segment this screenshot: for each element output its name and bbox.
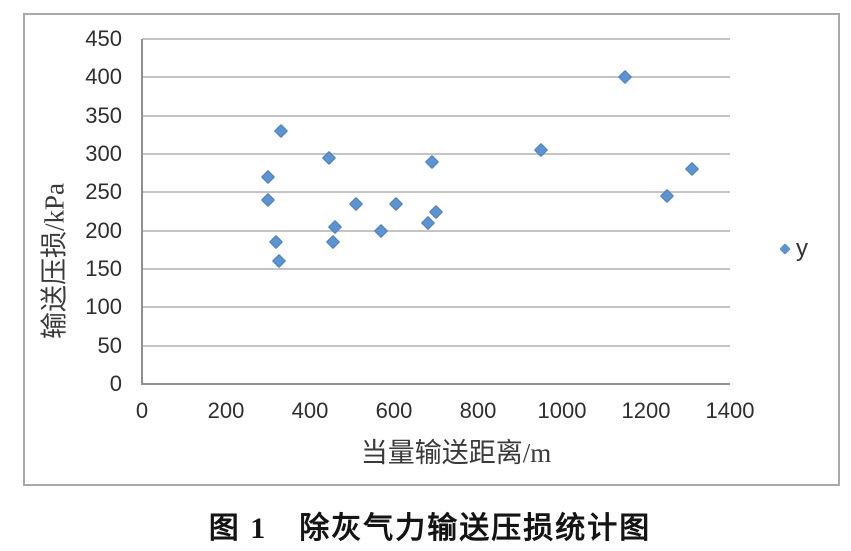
gridline [142,306,730,309]
y-tick-label: 300 [85,141,122,166]
data-point-diamond [269,235,284,250]
x-tick-label: 800 [459,398,497,423]
y-tick-label: 350 [85,102,122,128]
gridline [142,229,730,232]
y-tick-label: 50 [97,332,122,358]
x-axis-title: 当量输送距离/m [360,438,552,468]
data-point-diamond [389,196,404,211]
x-tick-label: 200 [207,398,245,423]
data-point-diamond [533,143,549,158]
gridline [142,268,730,270]
data-point-diamond [420,215,435,231]
x-tick-label: 1000 [537,398,587,423]
x-tick-label: 1400 [705,398,755,423]
y-tick-label: 450 [85,26,122,51]
gridline [142,153,730,155]
data-point-diamond [273,123,288,139]
data-point-diamond [374,223,389,238]
data-point-diamond [260,192,276,208]
x-tick-label: 1200 [621,398,671,423]
legend-series-label: y [796,235,808,262]
y-tick-label: 250 [85,179,122,205]
y-tick-label: 400 [85,64,122,90]
data-point-diamond [685,162,700,177]
x-axis-line [142,383,730,385]
y-tick-label: 150 [85,256,122,281]
data-point-diamond [349,196,364,211]
data-point-diamond [428,204,444,219]
y-tick-label: 100 [85,294,122,320]
y-tick-label: 200 [85,217,122,243]
gridline [142,114,730,117]
data-point-diamond [424,154,439,169]
x-tick-label: 400 [291,398,329,423]
x-tick-label: 600 [375,398,413,423]
data-point-diamond [271,254,286,269]
legend-diamond-icon [779,243,791,255]
legend: y [779,235,808,262]
y-axis-line [141,39,143,385]
chart-frame [23,13,840,486]
data-point-diamond [328,219,343,234]
x-tick-label: 0 [135,398,149,423]
y-tick-label: 0 [109,371,122,396]
data-point-diamond [260,169,276,185]
gridline [142,344,730,347]
data-point-diamond [326,235,341,250]
gridline [142,38,730,40]
data-point-diamond [617,70,633,85]
figure-caption: 图 1 除灰气力输送压损统计图 [208,512,652,545]
gridline [142,76,730,79]
gridline [142,191,730,194]
